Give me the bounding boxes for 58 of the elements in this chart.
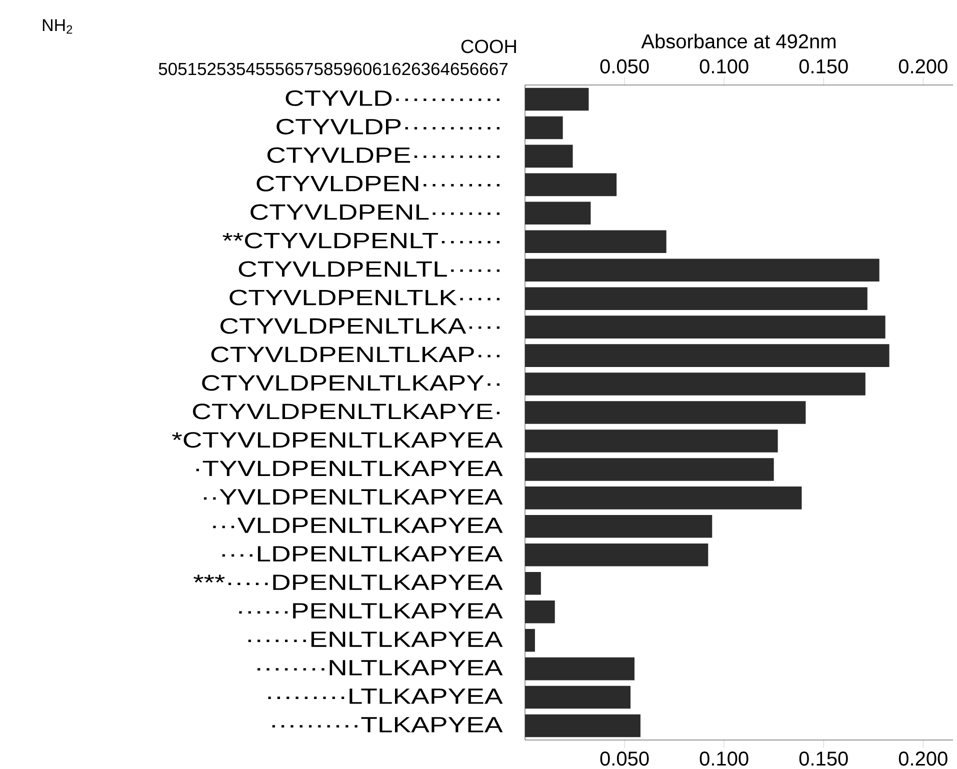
y-tick-label: *CTYVLDPENLTLKAPYEA <box>172 432 503 448</box>
y-tick-label: CTYVLDPENLTL······ <box>238 261 500 277</box>
y-tick-label: CTYVLDP··········· <box>276 118 500 134</box>
y-tick-label: CTYVLDPEN········· <box>256 176 500 192</box>
x-tick-label: 0.050 <box>600 752 649 766</box>
y-tick-label: CTYVLDPENLTLKAP··· <box>211 346 500 362</box>
bar <box>525 515 712 538</box>
y-tick-label: ··········TLKAPYEA <box>272 717 503 732</box>
x-tick-label: 0.150 <box>799 752 848 766</box>
bar <box>525 430 778 452</box>
bar <box>525 173 617 196</box>
y-tick-label: CTYVLDPENLTLKA···· <box>220 318 500 334</box>
x2-tick-label: 0.150 <box>799 59 848 74</box>
bar <box>525 88 589 111</box>
bar <box>525 572 541 595</box>
x-tick-label: 0.100 <box>700 752 748 766</box>
bar <box>525 144 573 168</box>
bar <box>525 686 631 709</box>
y-tick-label: CTYVLDPENL········ <box>250 204 500 220</box>
y-tick-label: ··YVLDPENLTLKAPYEA <box>204 489 503 504</box>
x2-tick-label: 0.200 <box>898 59 948 74</box>
bar <box>525 230 666 254</box>
bar <box>525 372 866 396</box>
bar <box>525 544 708 566</box>
x2-tick-label: 0.100 <box>700 59 748 74</box>
y-tick-label: ·········LTLKAPYEA <box>268 688 503 704</box>
x2-tick-label: 0.050 <box>600 59 649 74</box>
y-tick-label: **CTYVLDPENLT······· <box>222 232 500 248</box>
x2-axis-title: Absorbance at 492nm <box>641 34 836 48</box>
bar <box>525 628 535 652</box>
y-tick-label: CTYVLDPE·········· <box>267 147 500 163</box>
bar <box>525 344 890 367</box>
bar <box>525 116 563 140</box>
y-tick-label: ***·····DPENLTLKAPYEA <box>194 574 503 590</box>
bar <box>525 458 774 481</box>
bar <box>525 287 868 310</box>
y-tick-label: ···VLDPENLTLKAPYEA <box>213 518 503 533</box>
bar <box>525 486 802 510</box>
y-tick-label: CTYVLDPENLTLKAPY·· <box>202 375 500 391</box>
y-tick-label: ·TYVLDPENLTLKAPYEA <box>196 460 503 476</box>
y-tick-label: CTYVLD············ <box>286 90 500 106</box>
y-tick-label: ······PENLTLKAPYEA <box>239 603 503 618</box>
y-tick-label: ·······ENLTLKAPYEA <box>248 632 503 647</box>
y-tick-label: CTYVLDPENLTLK····· <box>230 290 500 306</box>
bar <box>525 316 886 338</box>
bar <box>525 657 634 680</box>
bar <box>525 401 806 424</box>
bar <box>525 258 880 282</box>
y-tick-label: ········NLTLKAPYEA <box>258 660 503 676</box>
bar <box>525 202 591 225</box>
x-tick-label: 0.200 <box>898 752 948 766</box>
bar <box>525 600 555 624</box>
y-tick-label: CTYVLDPENLTLKAPYE· <box>192 404 500 420</box>
y-tick-label: ····LDPENLTLKAPYEA <box>222 546 503 562</box>
text: COOH <box>461 40 516 54</box>
bar <box>525 714 640 738</box>
text: NH$_{2}$ <box>42 19 72 34</box>
text: 505152535455565758596061626364656667 <box>158 62 508 76</box>
